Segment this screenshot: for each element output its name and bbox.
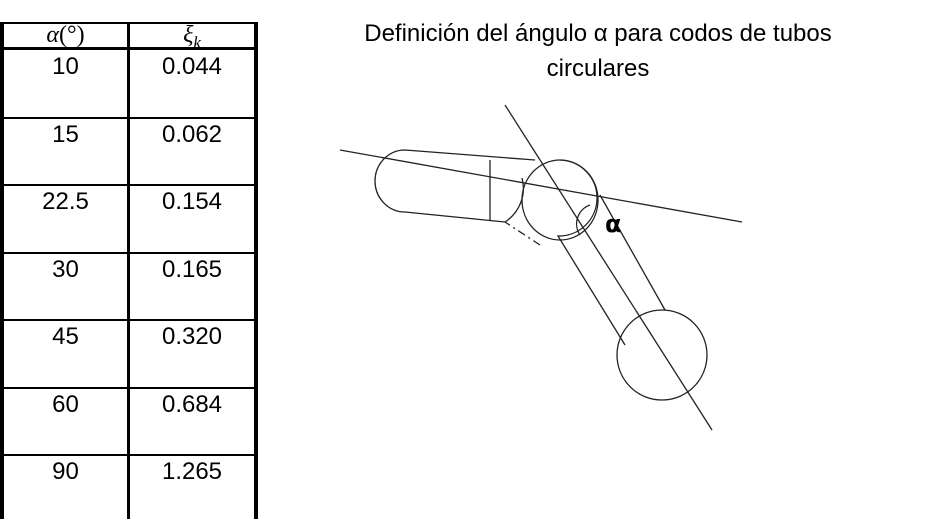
pipe-end	[616, 309, 708, 401]
axis-line	[504, 104, 713, 431]
header-cell: ξk	[130, 22, 254, 53]
header-unit: (°)	[59, 22, 85, 48]
cell: 45	[52, 323, 79, 350]
cell: 30	[52, 255, 79, 283]
angle-arc	[575, 204, 591, 236]
cell: 0.320	[161, 323, 223, 350]
angle-label: α	[605, 210, 622, 238]
table-border	[127, 22, 130, 519]
center-line	[504, 221, 541, 246]
header-symbol: ξ	[183, 22, 194, 48]
pipe-segment	[556, 159, 666, 346]
cell: 60	[52, 390, 79, 418]
figure-caption: circulares	[546, 55, 650, 82]
cell: 0.684	[161, 390, 223, 418]
header-symbol: α	[46, 22, 59, 48]
table-border	[0, 116, 258, 119]
pipe-joint	[489, 160, 525, 223]
table-border	[0, 454, 258, 456]
table-border	[0, 47, 258, 50]
cell: 0.044	[161, 53, 223, 80]
cell: 10	[52, 53, 79, 80]
cell: 90	[52, 458, 79, 485]
table-border	[0, 386, 258, 389]
cell: 22.5	[42, 188, 89, 215]
pipe-joint	[521, 159, 599, 241]
axis-line	[339, 149, 743, 223]
cell: 0.154	[161, 188, 223, 215]
table-border	[0, 319, 258, 321]
figure-caption: Definición del ángulo α para codos de tu…	[364, 20, 832, 47]
header-subscript: k	[193, 32, 201, 52]
table-border	[254, 22, 258, 519]
table-border	[0, 251, 258, 254]
pipe-segment	[374, 149, 536, 223]
cell: 15	[52, 120, 79, 148]
table-border	[0, 184, 258, 186]
cell: 0.165	[161, 255, 223, 283]
header-cell: α(°)	[4, 22, 127, 49]
cell: 1.265	[161, 458, 223, 485]
table-border	[0, 22, 258, 24]
cell: 0.062	[161, 120, 223, 148]
table-border	[0, 22, 4, 519]
